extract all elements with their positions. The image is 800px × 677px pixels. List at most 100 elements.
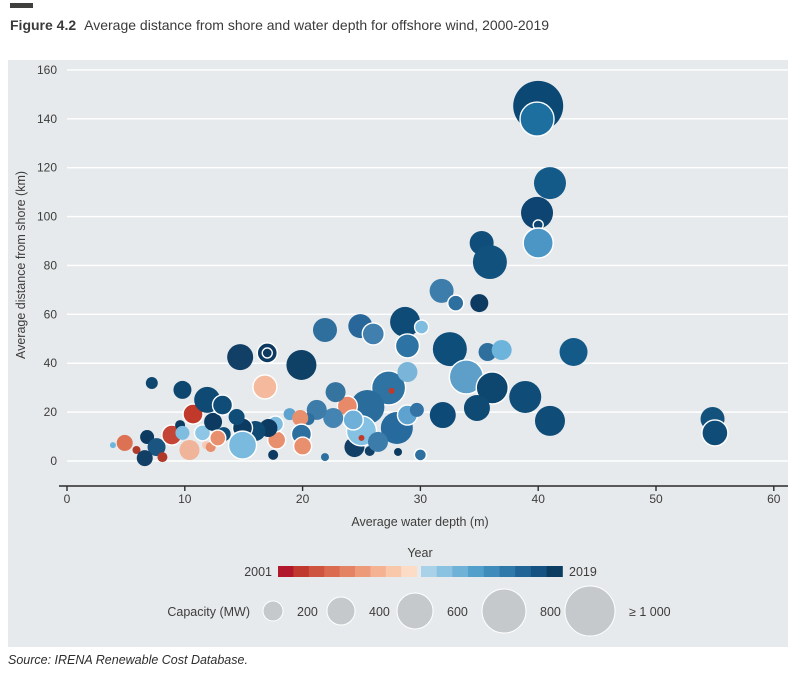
figure-label: Figure 4.2: [10, 17, 77, 33]
colorbar-segment: [324, 566, 341, 577]
x-axis-title: Average water depth (m): [351, 515, 488, 529]
year-legend: Year 2001 2019: [244, 546, 597, 579]
bubble: [116, 434, 133, 451]
colorbar-segment: [499, 566, 516, 577]
bubble: [228, 409, 245, 426]
y-tick-label: 80: [44, 258, 58, 272]
x-tick-label: 40: [532, 492, 546, 506]
capacity-legend-circle: [262, 600, 284, 622]
bubble: [509, 380, 542, 413]
bubble: [312, 318, 337, 343]
bubble: [367, 431, 388, 452]
bubble: [432, 332, 467, 367]
colorbar-segment: [483, 566, 500, 577]
capacity-legend-title: Capacity (MW): [167, 605, 250, 619]
bubble: [227, 430, 258, 460]
x-axis: 0 10 20 30 40 50 60: [59, 485, 788, 506]
bubble: [413, 448, 428, 462]
x-tick-label: 20: [296, 492, 310, 506]
colorbar-segment: [308, 566, 325, 577]
bubble: [429, 278, 454, 303]
x-tick-label: 50: [649, 492, 663, 506]
year-legend-max-label: 2019: [569, 565, 597, 579]
bubble: [132, 446, 141, 455]
bubble: [534, 405, 565, 436]
bubble: [342, 409, 364, 431]
colorbar-segment: [339, 566, 356, 577]
colorbar-segment: [278, 566, 294, 577]
bubble: [447, 294, 465, 312]
bubble: [147, 438, 166, 457]
y-tick-label: 100: [37, 210, 57, 224]
bubble: [390, 306, 421, 337]
figure-title: Figure 4.2 Average distance from shore an…: [10, 17, 790, 33]
y-tick-label: 20: [44, 405, 58, 419]
y-tick-label: 0: [50, 454, 57, 468]
capacity-legend: Capacity (MW) 200 400 600 800 ≥ 1 000: [167, 585, 671, 637]
colorbar-segment: [293, 566, 310, 577]
capacity-legend-label: 200: [297, 605, 318, 619]
bubble: [325, 382, 346, 403]
bubble: [252, 374, 278, 400]
year-legend-min-label: 2001: [244, 565, 272, 579]
bubble: [109, 442, 116, 449]
bubble: [211, 394, 234, 416]
capacity-legend-label: 600: [447, 605, 468, 619]
year-legend-title: Year: [407, 546, 432, 560]
colorbar-segment: [421, 566, 438, 577]
bubble: [320, 453, 329, 462]
bubble: [394, 333, 421, 359]
capacity-legend-circle: [396, 592, 434, 630]
colorbar-segment: [436, 566, 453, 577]
bubble: [472, 245, 507, 280]
bubble: [701, 419, 729, 447]
y-tick-label: 60: [44, 307, 58, 321]
bubble: [394, 447, 403, 456]
capacity-legend-items: 200 400 600 800 ≥ 1 000: [262, 585, 671, 637]
capacity-legend-circle: [564, 585, 616, 637]
y-tick-label: 40: [44, 356, 58, 370]
bubble: [227, 344, 254, 371]
bubble: [470, 294, 489, 313]
figure-title-text: Average distance from shore and water de…: [84, 17, 550, 33]
bubble: [261, 347, 273, 359]
bubble: [193, 424, 212, 442]
y-tick-label: 140: [37, 112, 57, 126]
colorbar-segment: [355, 566, 371, 577]
colorbar-segment: [401, 566, 418, 577]
colorbar-segment: [515, 566, 532, 577]
y-axis-title: Average distance from shore (km): [14, 171, 28, 359]
bubble: [292, 436, 313, 456]
capacity-legend-label: ≥ 1 000: [629, 605, 671, 619]
gridlines: [67, 69, 788, 462]
year-colorbar: [278, 566, 563, 577]
bubble: [533, 167, 566, 200]
bubble: [559, 337, 588, 366]
x-tick-label: 10: [178, 492, 192, 506]
capacity-legend-circle: [326, 596, 356, 626]
bubble-series: [109, 80, 729, 467]
colorbar-segment: [468, 566, 485, 577]
y-axis: 0 20 40 60 80 100 120 140 160: [37, 63, 57, 468]
capacity-legend-label: 400: [369, 605, 390, 619]
bubble: [268, 449, 279, 460]
section-dash: [10, 3, 33, 8]
x-tick-label: 30: [414, 492, 428, 506]
bubble: [522, 227, 554, 259]
capacity-legend-label: 800: [540, 605, 561, 619]
bubble: [179, 440, 200, 461]
bubble: [413, 319, 430, 335]
bubble-center-dot: [358, 434, 365, 441]
bubble: [491, 340, 512, 361]
y-tick-label: 160: [37, 63, 57, 77]
colorbar-segment: [530, 566, 548, 577]
bubble: [173, 380, 192, 399]
x-tick-label: 60: [767, 492, 781, 506]
bubble: [463, 394, 490, 421]
bubble: [323, 407, 344, 428]
bubble: [429, 402, 456, 429]
colorbar-segment: [546, 566, 563, 577]
bubble: [145, 377, 158, 390]
bubble: [286, 349, 317, 380]
